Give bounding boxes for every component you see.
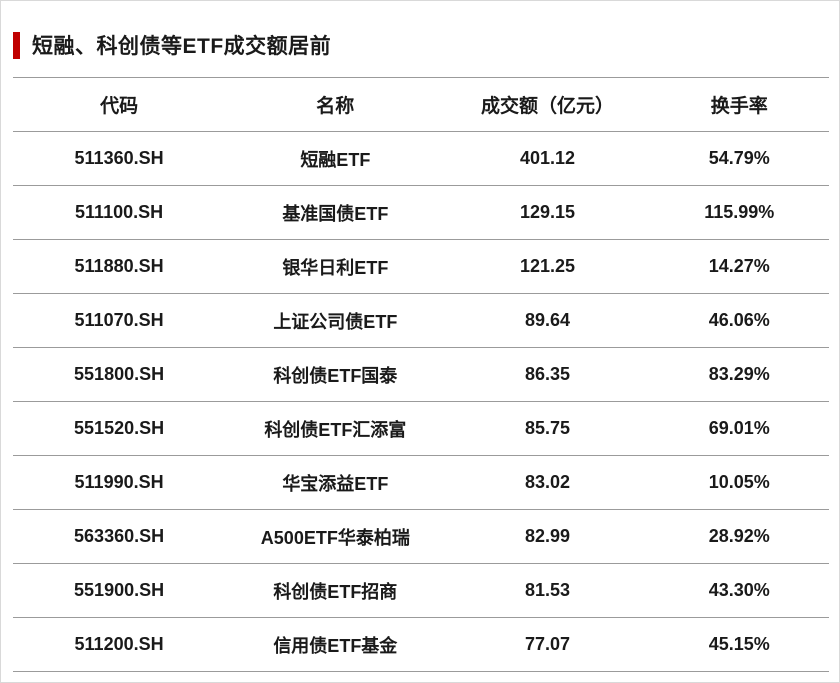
name-cell: 科创债ETF国泰 <box>225 347 446 402</box>
table-header-row: 代码 名称 成交额（亿元） 换手率 <box>13 77 829 132</box>
name-cell: 银华日利ETF <box>225 239 446 294</box>
code-cell: 511880.SH <box>13 239 226 294</box>
turnover-rate-cell: 83.29% <box>649 347 829 402</box>
column-header-code: 代码 <box>13 77 226 132</box>
turnover-cell: 86.35 <box>445 347 650 402</box>
table-row: 551800.SH 科创债ETF国泰 86.35 83.29% <box>13 347 829 402</box>
name-cell: 短融ETF <box>225 131 446 186</box>
code-cell: 511200.SH <box>13 617 226 672</box>
title-accent-bar <box>13 31 20 59</box>
column-header-name: 名称 <box>225 77 446 132</box>
turnover-cell: 83.02 <box>445 455 650 510</box>
table-row: 563360.SH A500ETF华泰柏瑞 82.99 28.92% <box>13 509 829 564</box>
name-cell: 科创债ETF汇添富 <box>225 401 446 456</box>
name-cell: 科创债ETF招商 <box>225 563 446 618</box>
turnover-rate-cell: 43.30% <box>649 563 829 618</box>
turnover-rate-cell: 46.06% <box>649 293 829 348</box>
code-cell: 511100.SH <box>13 185 226 240</box>
turnover-rate-cell: 14.27% <box>649 239 829 294</box>
turnover-rate-cell: 54.79% <box>649 131 829 186</box>
code-cell: 551900.SH <box>13 563 226 618</box>
name-cell: 信用债ETF基金 <box>225 617 446 672</box>
name-cell: 上证公司债ETF <box>225 293 446 348</box>
turnover-cell: 77.07 <box>445 617 650 672</box>
turnover-cell: 129.15 <box>445 185 650 240</box>
code-cell: 551800.SH <box>13 347 226 402</box>
table-row: 511990.SH 华宝添益ETF 83.02 10.05% <box>13 455 829 510</box>
name-cell: 基准国债ETF <box>225 185 446 240</box>
turnover-cell: 401.12 <box>445 131 650 186</box>
turnover-cell: 85.75 <box>445 401 650 456</box>
table-row: 511100.SH 基准国债ETF 129.15 115.99% <box>13 185 829 240</box>
etf-data-table: 代码 名称 成交额（亿元） 换手率 511360.SH 短融ETF 401.12 54… <box>13 77 829 672</box>
table-row: 511070.SH 上证公司债ETF 89.64 46.06% <box>13 293 829 348</box>
code-cell: 551520.SH <box>13 401 226 456</box>
page-title: 短融、科创债等ETF成交额居前 <box>32 35 332 58</box>
turnover-rate-cell: 45.15% <box>649 617 829 672</box>
name-cell: A500ETF华泰柏瑞 <box>225 509 446 564</box>
figure-title-row: 短融、科创债等ETF成交额居前 <box>1 1 839 63</box>
turnover-cell: 89.64 <box>445 293 650 348</box>
column-header-turnover-rate: 换手率 <box>649 77 829 132</box>
table-row: 551520.SH 科创债ETF汇添富 85.75 69.01% <box>13 401 829 456</box>
code-cell: 563360.SH <box>13 509 226 564</box>
code-cell: 511360.SH <box>13 131 226 186</box>
code-cell: 511070.SH <box>13 293 226 348</box>
turnover-cell: 82.99 <box>445 509 650 564</box>
turnover-rate-cell: 10.05% <box>649 455 829 510</box>
table-row: 511360.SH 短融ETF 401.12 54.79% <box>13 131 829 186</box>
turnover-cell: 81.53 <box>445 563 650 618</box>
table-row: 511880.SH 银华日利ETF 121.25 14.27% <box>13 239 829 294</box>
turnover-rate-cell: 69.01% <box>649 401 829 456</box>
turnover-cell: 121.25 <box>445 239 650 294</box>
name-cell: 华宝添益ETF <box>225 455 446 510</box>
table-row: 511200.SH 信用债ETF基金 77.07 45.15% <box>13 617 829 672</box>
turnover-rate-cell: 28.92% <box>649 509 829 564</box>
column-header-turnover: 成交额（亿元） <box>445 77 650 132</box>
turnover-rate-cell: 115.99% <box>649 185 829 240</box>
code-cell: 511990.SH <box>13 455 226 510</box>
table-row: 551900.SH 科创债ETF招商 81.53 43.30% <box>13 563 829 618</box>
